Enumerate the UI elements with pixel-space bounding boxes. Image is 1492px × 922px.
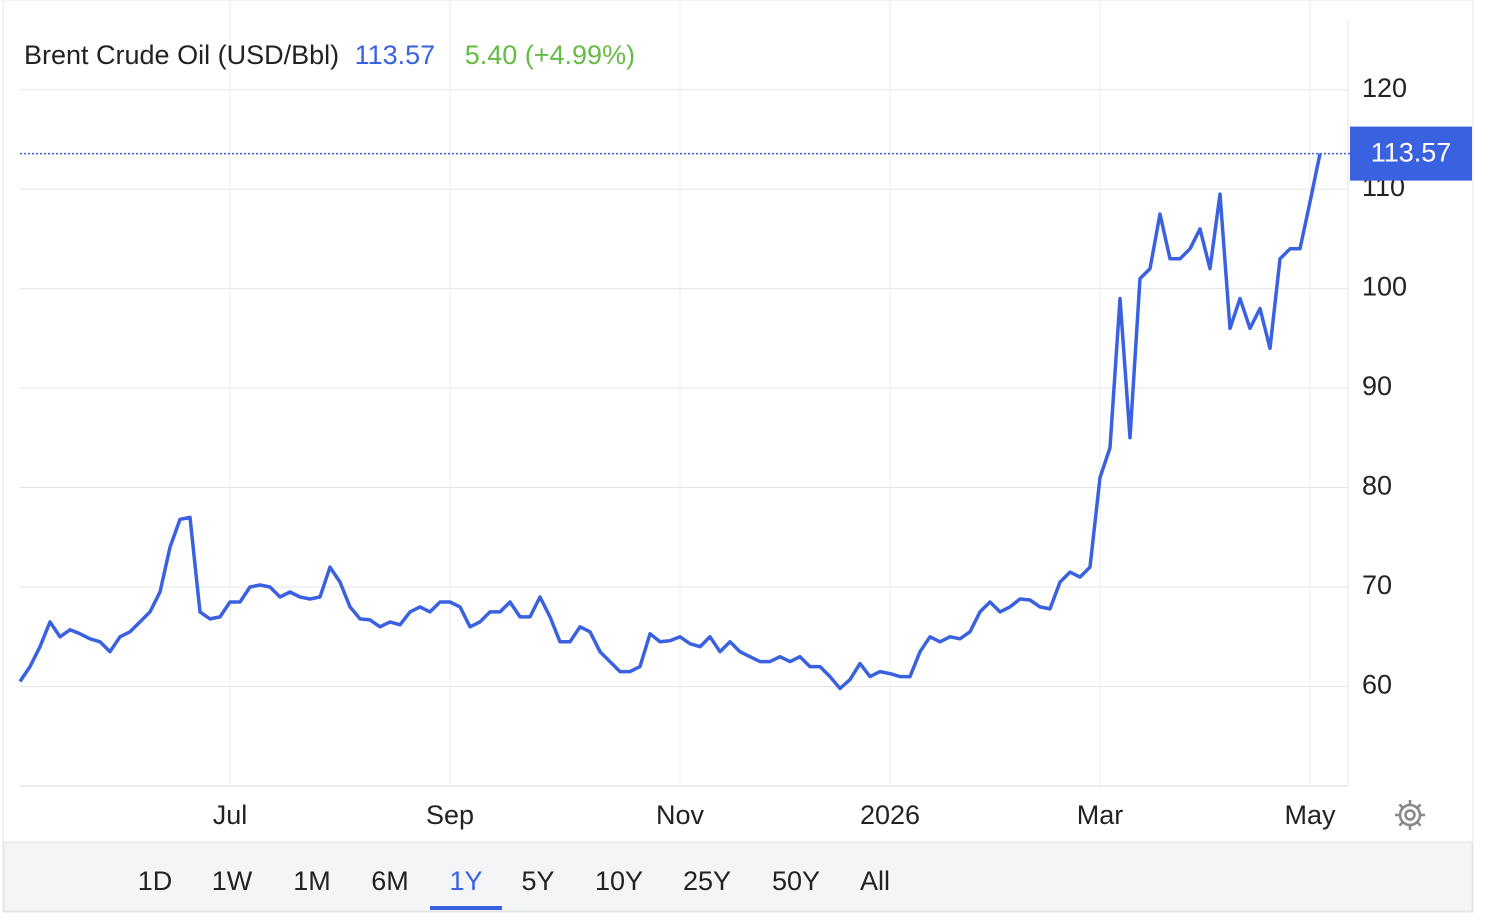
chart-title: Brent Crude Oil (USD/Bbl) 113.57 5.40 (+… xyxy=(24,40,635,70)
y-tick-label: 70 xyxy=(1362,570,1392,600)
y-tick-label: 60 xyxy=(1362,670,1392,700)
x-tick-label: Mar xyxy=(1077,800,1124,830)
x-tick-label: 2026 xyxy=(860,800,920,830)
range-button[interactable]: 5Y xyxy=(521,866,554,896)
settings-icon[interactable] xyxy=(1395,800,1425,830)
price-change: 5.40 (+4.99%) xyxy=(465,40,635,70)
range-button[interactable]: All xyxy=(860,866,890,896)
plot: 113.57 xyxy=(18,126,1472,691)
range-button[interactable]: 1Y xyxy=(449,866,482,896)
range-button[interactable]: 6M xyxy=(371,866,409,896)
x-tick-label: Nov xyxy=(656,800,705,830)
last-price-tag xyxy=(1350,126,1472,181)
frame xyxy=(2,0,1474,913)
range-button[interactable]: 50Y xyxy=(772,866,820,896)
range-button[interactable]: 10Y xyxy=(595,866,643,896)
y-tick-label: 100 xyxy=(1362,272,1407,302)
range-button[interactable]: 1D xyxy=(138,866,173,896)
range-buttons: 1D 1W 1M 6M 1Y 5Y 10Y 25Y 50Y All xyxy=(138,866,890,910)
last-price: 113.57 xyxy=(355,40,436,70)
range-button[interactable]: 1W xyxy=(212,866,253,896)
last-price-label: 113.57 xyxy=(1371,138,1452,168)
range-button[interactable]: 25Y xyxy=(683,866,731,896)
range-selected-underline xyxy=(430,906,502,910)
title-text: Brent Crude Oil (USD/Bbl) xyxy=(24,40,339,70)
range-button[interactable]: 1M xyxy=(293,866,331,896)
y-tick-label: 90 xyxy=(1362,371,1392,401)
y-tick-label: 80 xyxy=(1362,471,1392,501)
y-tick-label: 120 xyxy=(1362,73,1407,103)
x-tick-label: Jul xyxy=(213,800,248,830)
range-bar xyxy=(3,841,1473,912)
price-line xyxy=(18,153,1322,691)
x-tick-label: May xyxy=(1284,800,1336,830)
x-tick-label: Sep xyxy=(426,800,474,830)
